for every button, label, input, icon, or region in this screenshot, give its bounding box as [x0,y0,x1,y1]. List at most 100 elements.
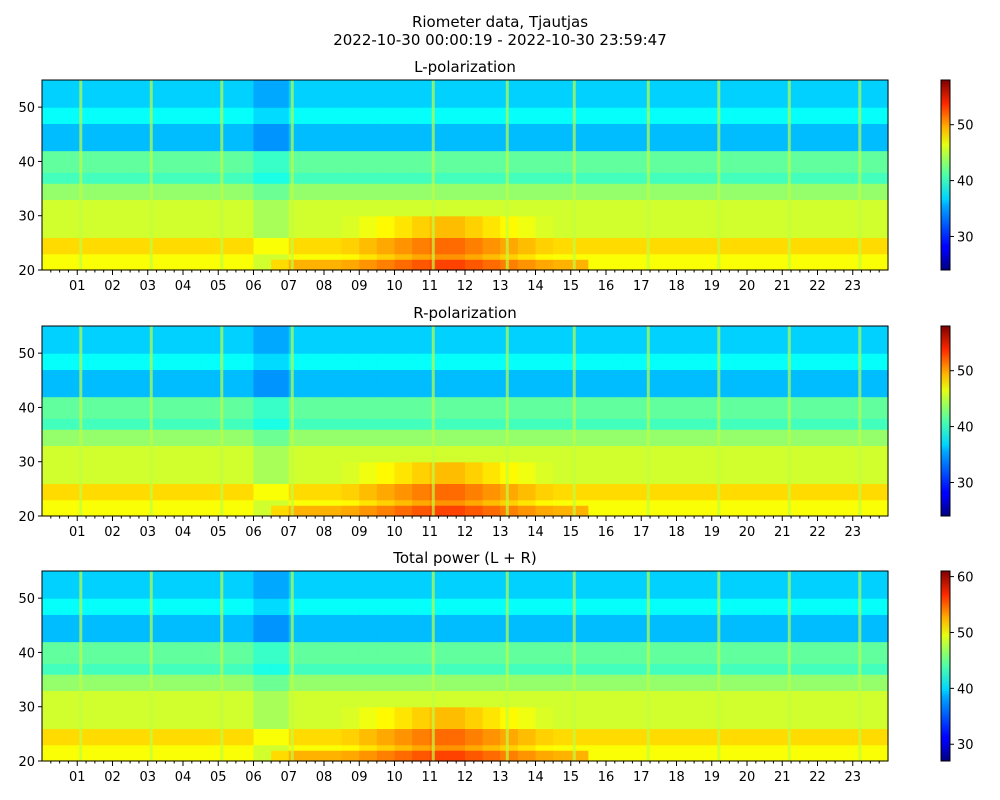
heatmap-cell [429,96,448,103]
heatmap-cell [641,750,660,757]
heatmap-cell [570,331,589,338]
heatmap-cell [553,123,572,130]
heatmap-cell [570,364,589,371]
heatmap-cell [288,221,307,228]
heatmap-cell [658,679,678,686]
heatmap-cell [288,744,307,751]
heatmap-cell [500,614,519,621]
heatmap-cell [59,248,78,255]
heatmap-cell [147,128,166,135]
heatmap-cell [764,237,783,244]
heatmap-cell [200,194,219,201]
heatmap-cell [694,614,713,621]
heatmap-cell [376,695,396,702]
heatmap-cell [235,358,255,365]
heatmap-cell [447,253,466,260]
heatmap-cell [676,423,695,430]
heatmap-cell [324,652,343,659]
heatmap-cell [429,232,448,239]
heatmap-cell [130,663,149,670]
heatmap-cell [606,253,625,260]
heatmap-cell [588,253,607,260]
heatmap-cell [94,625,114,632]
heatmap-cell [517,253,537,260]
heatmap-cell [606,336,625,343]
heatmap-cell [147,166,166,173]
heatmap-cell [218,657,237,664]
heatmap-cell [658,750,678,757]
heatmap-cell [764,107,783,114]
heatmap-cell [553,259,572,266]
heatmap-cell [870,80,889,87]
heatmap-cell [852,253,871,260]
heatmap-cell [747,494,766,501]
heatmap-cell [482,402,501,409]
heatmap-cell [359,237,378,244]
heatmap-cell [112,210,131,217]
heatmap-cell [711,712,730,719]
heatmap-cell [200,733,219,740]
heatmap-cell [658,571,678,578]
heatmap-cell [130,685,149,692]
heatmap-cell [341,674,360,681]
heatmap-cell [694,456,713,463]
heatmap-cell [306,598,325,605]
heatmap-cell [77,581,96,588]
heatmap-cell [200,467,219,474]
heatmap-cell [694,744,713,751]
heatmap-cell [324,210,343,217]
heatmap-cell [658,150,678,157]
heatmap-cell [130,587,149,594]
heatmap-cell [500,625,519,632]
heatmap-cell [376,418,396,425]
heatmap-cell [729,166,748,173]
heatmap-cell [412,172,431,179]
heatmap-cell [782,85,801,92]
heatmap-cell [306,728,325,735]
heatmap-cell [658,331,678,338]
heatmap-cell [183,353,202,360]
heatmap-cell [147,172,166,179]
heatmap-cell [729,505,748,512]
heatmap-cell [94,123,114,130]
heatmap-cell [112,723,131,730]
heatmap-cell [658,353,678,360]
heatmap-cell [42,576,61,583]
heatmap-cell [253,467,272,474]
heatmap-cell [658,739,678,746]
heatmap-cell [553,166,572,173]
heatmap-cell [341,112,360,119]
heatmap-cell [412,712,431,719]
heatmap-cell [376,342,396,349]
heatmap-cell [200,456,219,463]
heatmap-cell [500,576,519,583]
heatmap-cell [271,456,290,463]
heatmap-cell [729,188,748,195]
heatmap-cell [412,199,431,206]
heatmap-cell [764,242,783,249]
heatmap-cell [623,150,642,157]
heatmap-cell [147,331,166,338]
heatmap-cell [764,80,783,87]
heatmap-cell [165,755,184,762]
heatmap-cell [782,374,801,381]
heatmap-cell [359,204,378,211]
heatmap-cell [817,326,836,333]
heatmap-cell [570,232,589,239]
heatmap-cell [553,510,572,517]
y-tick-label: 40 [18,155,35,170]
heatmap-cell [42,369,61,376]
heatmap-cell [482,657,501,664]
heatmap-cell [658,723,678,730]
heatmap-cell [782,204,801,211]
heatmap-cell [482,576,501,583]
heatmap-cell [59,134,78,141]
heatmap-cell [359,467,378,474]
heatmap-cell [535,434,554,441]
heatmap-cell [482,412,501,419]
heatmap-cell [218,755,237,762]
heatmap-cell [112,90,131,97]
heatmap-cell [676,641,695,648]
heatmap-cell [606,685,625,692]
heatmap-cell [165,587,184,594]
